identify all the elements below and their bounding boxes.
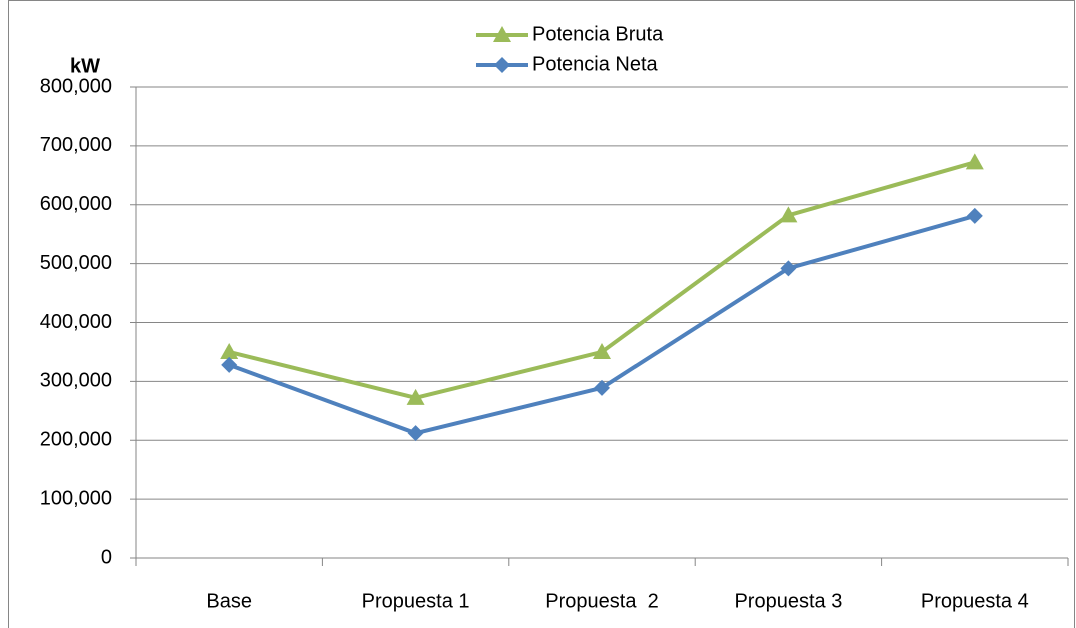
y-tick-label: 200,000 xyxy=(40,429,112,451)
marker-diamond xyxy=(780,260,797,277)
y-tick-label: 700,000 xyxy=(40,134,112,156)
chart-frame xyxy=(8,0,1075,628)
x-tick-label: Base xyxy=(206,590,252,612)
y-tick-label: 0 xyxy=(101,546,112,568)
y-tick-label: 300,000 xyxy=(40,370,112,392)
y-axis-title: kW xyxy=(70,55,100,77)
y-tick-label: 500,000 xyxy=(40,252,112,274)
marker-diamond xyxy=(594,379,610,396)
marker-triangle xyxy=(779,206,798,223)
y-tick-label: 400,000 xyxy=(40,311,112,333)
marker-triangle xyxy=(593,342,611,359)
x-tick-label: Propuesta 3 xyxy=(734,590,842,612)
marker-triangle xyxy=(406,388,425,405)
legend-marker xyxy=(494,57,510,73)
x-tick-label: Propuesta 1 xyxy=(362,590,470,612)
x-tick-label: Propuesta 2 xyxy=(545,590,658,612)
legend-label: Potencia Bruta xyxy=(532,23,664,45)
marker-triangle xyxy=(220,342,239,359)
y-tick-label: 600,000 xyxy=(40,193,112,215)
legend-label: Potencia Neta xyxy=(532,53,659,75)
marker-triangle xyxy=(965,153,984,170)
x-tick-label: Propuesta 4 xyxy=(921,590,1029,612)
marker-diamond xyxy=(966,207,983,224)
y-tick-label: 800,000 xyxy=(40,75,112,97)
series-line xyxy=(228,160,976,400)
marker-diamond xyxy=(221,356,238,373)
series-line xyxy=(228,214,976,436)
y-tick-label: 100,000 xyxy=(40,487,112,509)
marker-diamond xyxy=(407,425,424,442)
legend-marker xyxy=(493,26,511,42)
